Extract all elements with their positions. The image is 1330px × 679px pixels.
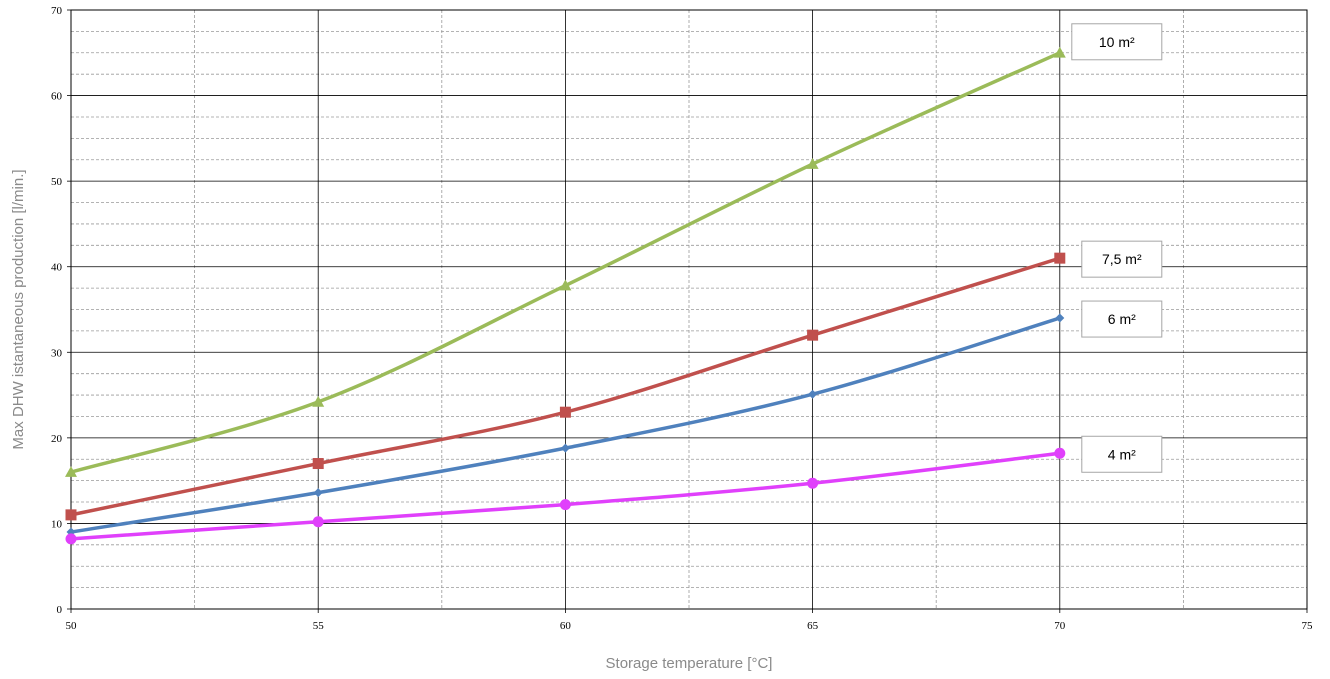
data-point-circle xyxy=(559,499,571,511)
label-frame xyxy=(1071,23,1163,61)
x-axis-title: Storage temperature [°C] xyxy=(606,655,773,672)
data-point-triangle xyxy=(559,279,572,291)
data-point-triangle xyxy=(312,395,325,407)
data-point-square xyxy=(807,329,819,341)
data-point-square xyxy=(559,406,571,418)
data-point-triangle xyxy=(1053,46,1066,58)
plot-frame xyxy=(70,9,1308,610)
data-point-diamond xyxy=(1055,313,1065,323)
data-point-circle xyxy=(65,533,77,545)
series-4 xyxy=(65,447,1066,545)
data-point-triangle xyxy=(65,466,77,477)
data-point-square xyxy=(1054,252,1066,264)
x-tick-label: 65 xyxy=(807,620,819,632)
label-frame xyxy=(1081,240,1163,278)
series-labels: 10 m² 7,5 m² 6 m² 4 m² xyxy=(1071,23,1163,473)
series-group xyxy=(65,46,1066,545)
x-tick-label: 55 xyxy=(313,620,325,632)
series-label-text: 7,5 m² xyxy=(1102,251,1142,267)
data-point-diamond xyxy=(560,443,570,453)
data-point-triangle xyxy=(806,158,819,169)
y-tick-label: 50 xyxy=(51,176,63,188)
x-tick-label: 60 xyxy=(560,620,572,632)
y-tick-label: 60 xyxy=(51,91,63,103)
x-tick-label: 75 xyxy=(1302,620,1314,632)
y-tick-label: 70 xyxy=(51,5,63,17)
data-point-diamond xyxy=(808,389,818,399)
data-point-square xyxy=(65,509,77,521)
series-label-box: 6 m² xyxy=(1081,300,1163,338)
data-point-square xyxy=(312,458,324,470)
y-tick-label: 20 xyxy=(51,433,63,445)
label-frame xyxy=(1081,300,1163,338)
series-label-box: 10 m² xyxy=(1071,23,1163,61)
data-point-circle xyxy=(1054,447,1066,459)
x-tick-label: 50 xyxy=(66,620,78,632)
series-label-text: 10 m² xyxy=(1099,34,1135,50)
label-frame xyxy=(1081,435,1163,473)
series-label-box: 4 m² xyxy=(1081,435,1163,473)
y-tick-label: 0 xyxy=(57,604,63,616)
data-point-diamond xyxy=(313,488,323,498)
data-point-circle xyxy=(312,516,324,528)
y-tick-label: 40 xyxy=(51,262,63,274)
series-label-text: 4 m² xyxy=(1108,446,1136,462)
axis-ticks: 0 10 20 30 40 50 60 70 50 55 60 65 70 75 xyxy=(51,5,1313,632)
y-axis-title: Max DHW istantaneous production [l/min.] xyxy=(10,169,27,449)
y-tick-label: 10 xyxy=(51,518,63,530)
data-point-circle xyxy=(807,477,819,489)
series-label-box: 7,5 m² xyxy=(1081,240,1163,278)
series-3 xyxy=(66,313,1065,537)
y-tick-label: 30 xyxy=(51,347,63,359)
x-tick-label: 70 xyxy=(1054,620,1066,632)
series-1 xyxy=(65,46,1066,477)
series-2 xyxy=(65,252,1066,521)
series-label-text: 6 m² xyxy=(1108,311,1136,327)
